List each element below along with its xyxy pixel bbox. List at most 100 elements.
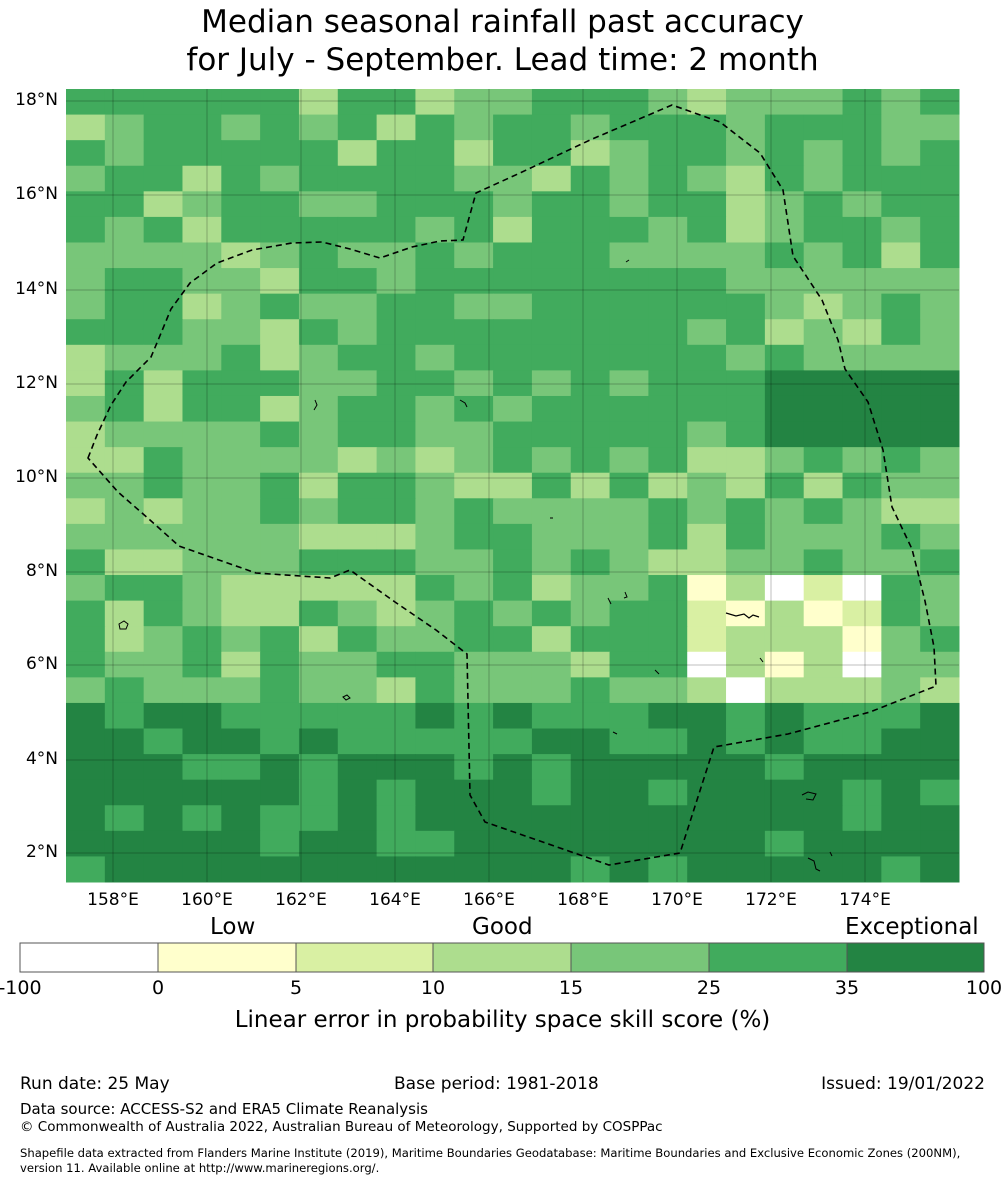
skill-cell bbox=[531, 191, 572, 218]
skill-cell bbox=[648, 293, 688, 320]
skill-cell bbox=[687, 575, 727, 602]
skill-cell bbox=[648, 319, 688, 346]
skill-cell bbox=[842, 421, 882, 448]
skill-cell bbox=[260, 856, 300, 883]
skill-cell bbox=[648, 165, 688, 192]
skill-cell bbox=[182, 293, 222, 320]
skill-cell bbox=[609, 523, 649, 550]
skill-cell bbox=[726, 549, 766, 576]
skill-cell bbox=[803, 728, 844, 755]
skill-cell bbox=[298, 370, 339, 397]
skill-cell bbox=[648, 728, 688, 755]
skill-cell bbox=[842, 523, 882, 550]
skill-cell bbox=[803, 89, 844, 116]
lat-label-12n: 12°N bbox=[15, 373, 58, 393]
skill-cell bbox=[376, 89, 416, 116]
skill-cell bbox=[842, 702, 882, 730]
skill-cell bbox=[842, 344, 882, 371]
skill-cell bbox=[842, 728, 882, 755]
skill-cell bbox=[726, 575, 766, 602]
skill-cell bbox=[182, 600, 222, 627]
skill-cell bbox=[881, 702, 921, 730]
skill-cell bbox=[803, 702, 844, 730]
skill-cell bbox=[454, 702, 494, 730]
skill-cell bbox=[143, 805, 183, 832]
skill-cell bbox=[920, 370, 960, 397]
skill-cell bbox=[221, 370, 261, 397]
skill-cell bbox=[609, 830, 649, 857]
skill-cell bbox=[454, 498, 494, 525]
skill-cell bbox=[726, 216, 766, 243]
skill-cell bbox=[376, 830, 416, 857]
skill-cell bbox=[531, 319, 572, 346]
skill-cell bbox=[570, 395, 611, 423]
skill-cell bbox=[221, 856, 261, 883]
skill-cell bbox=[493, 651, 533, 678]
skill-cell bbox=[609, 575, 649, 602]
skill-cell bbox=[104, 702, 145, 730]
skill-cell bbox=[842, 754, 882, 781]
skill-cell bbox=[415, 319, 455, 346]
skill-cell bbox=[687, 242, 727, 269]
skill-cell bbox=[726, 268, 766, 295]
skill-cell bbox=[143, 447, 183, 474]
skill-cell bbox=[920, 191, 960, 218]
skill-cell bbox=[104, 447, 145, 474]
lon-label-158e: 158°E bbox=[87, 890, 139, 910]
skill-cell bbox=[570, 549, 611, 576]
skill-cell bbox=[260, 114, 300, 141]
skill-cell bbox=[842, 140, 882, 167]
skill-cell bbox=[609, 140, 649, 167]
skill-cell bbox=[609, 549, 649, 576]
skill-cell bbox=[260, 191, 300, 218]
skill-cell bbox=[803, 805, 844, 832]
skill-cell bbox=[920, 89, 960, 116]
skill-cell bbox=[143, 728, 183, 755]
skill-cell bbox=[493, 600, 533, 627]
skill-cell bbox=[493, 575, 533, 602]
skill-cell bbox=[531, 856, 572, 883]
skill-cell bbox=[221, 626, 261, 653]
skill-cell bbox=[221, 242, 261, 269]
skill-cell bbox=[531, 140, 572, 167]
skill-cell bbox=[493, 728, 533, 755]
skill-cell bbox=[648, 472, 688, 499]
skill-cell bbox=[609, 805, 649, 832]
skill-cell bbox=[376, 805, 416, 832]
skill-cell bbox=[726, 779, 766, 806]
skill-cell bbox=[570, 472, 611, 499]
skill-cell bbox=[570, 319, 611, 346]
skill-cell bbox=[648, 779, 688, 806]
colorbar-swatch bbox=[846, 942, 985, 973]
skill-cell bbox=[648, 89, 688, 116]
skill-cell bbox=[376, 421, 416, 448]
skill-cell bbox=[260, 626, 300, 653]
skill-cell bbox=[221, 651, 261, 678]
skill-cell bbox=[842, 242, 882, 269]
skill-cell bbox=[66, 370, 106, 397]
skill-cell bbox=[182, 191, 222, 218]
skill-cell bbox=[726, 702, 766, 730]
skill-cell bbox=[570, 293, 611, 320]
colorbar bbox=[19, 942, 985, 973]
skill-cell bbox=[570, 575, 611, 602]
skill-cell bbox=[726, 165, 766, 192]
skill-cell bbox=[104, 805, 145, 832]
skill-cell bbox=[104, 677, 145, 704]
skill-cell bbox=[182, 805, 222, 832]
skill-cell bbox=[182, 702, 222, 730]
skill-cell bbox=[687, 549, 727, 576]
skill-cell bbox=[493, 242, 533, 269]
skill-cell bbox=[337, 242, 378, 269]
skill-cell bbox=[764, 779, 805, 806]
skill-cell bbox=[764, 370, 805, 397]
skill-cell bbox=[66, 651, 106, 678]
skill-cell bbox=[648, 447, 688, 474]
skill-cell bbox=[764, 293, 805, 320]
skill-cell bbox=[143, 523, 183, 550]
skill-cell bbox=[609, 191, 649, 218]
skill-cell bbox=[66, 805, 106, 832]
skill-cell bbox=[66, 447, 106, 474]
skill-cell bbox=[454, 319, 494, 346]
skill-cell bbox=[803, 395, 844, 423]
